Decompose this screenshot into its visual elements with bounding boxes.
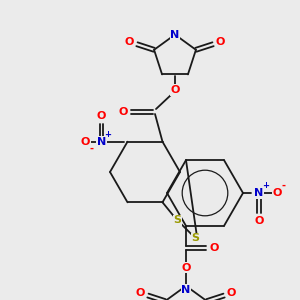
Text: O: O [254, 216, 264, 226]
Text: S: S [173, 215, 181, 225]
Text: -: - [89, 144, 94, 154]
Text: O: O [118, 107, 128, 117]
Text: -: - [282, 181, 286, 191]
Text: O: O [81, 137, 90, 147]
Text: O: O [97, 111, 106, 121]
Text: O: O [216, 37, 225, 47]
Text: O: O [170, 85, 180, 95]
Text: O: O [181, 263, 191, 273]
Text: N: N [170, 30, 180, 40]
Text: O: O [227, 288, 236, 298]
Text: O: O [272, 188, 282, 198]
Text: S: S [191, 233, 200, 243]
Text: +: + [104, 130, 111, 139]
Text: O: O [136, 288, 145, 298]
Text: O: O [125, 37, 134, 47]
Text: +: + [262, 182, 269, 190]
Text: N: N [97, 137, 106, 147]
Text: N: N [254, 188, 264, 198]
Text: N: N [182, 285, 190, 295]
Text: O: O [209, 243, 219, 253]
